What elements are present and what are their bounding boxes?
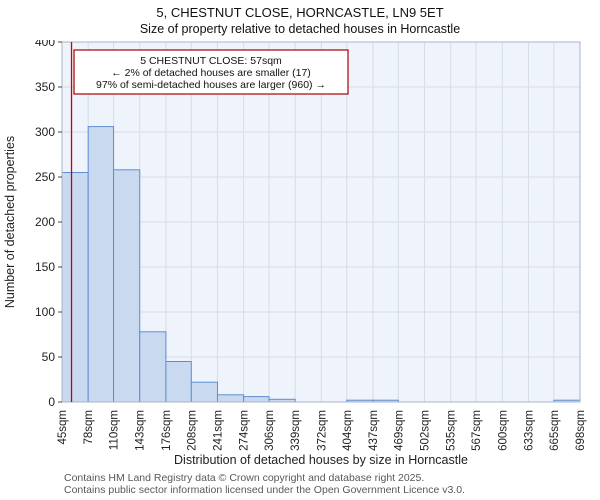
ytick-label: 400 <box>35 40 55 49</box>
ytick-label: 350 <box>35 80 55 94</box>
xtick-label: 633sqm <box>523 410 535 451</box>
bar <box>87 126 115 403</box>
bar <box>243 396 270 403</box>
xtick-label: 600sqm <box>497 410 509 451</box>
xtick-label: 698sqm <box>575 410 587 451</box>
xtick-label: 437sqm <box>368 410 380 451</box>
annotation-box <box>73 49 349 95</box>
bar <box>190 381 218 403</box>
x-axis-label: Distribution of detached houses by size … <box>174 453 468 467</box>
ytick-label: 100 <box>35 305 55 319</box>
ytick-label: 250 <box>35 170 55 184</box>
ytick-label: 150 <box>35 260 55 274</box>
ytick-label: 200 <box>35 215 55 229</box>
bar <box>61 172 89 403</box>
footer-attribution-1: Contains HM Land Registry data © Crown c… <box>64 472 425 484</box>
chart-subtitle: Size of property relative to detached ho… <box>139 22 461 36</box>
xtick-label: 535sqm <box>446 410 458 451</box>
chart-header: 5, CHESTNUT CLOSE, HORNCASTLE, LN9 5ET S… <box>0 4 600 37</box>
xtick-label: 110sqm <box>109 410 121 450</box>
bar <box>139 331 167 403</box>
xtick-label: 502sqm <box>420 410 432 451</box>
chart-title: 5, CHESTNUT CLOSE, HORNCASTLE, LN9 5ET <box>156 5 444 20</box>
xtick-label: 241sqm <box>212 410 224 451</box>
xtick-label: 143sqm <box>135 410 147 451</box>
xtick-label: 176sqm <box>161 410 173 451</box>
bar <box>113 169 141 403</box>
xtick-label: 469sqm <box>393 410 405 451</box>
xtick-label: 404sqm <box>342 410 354 451</box>
xtick-label: 306sqm <box>264 410 276 451</box>
xtick-label: 208sqm <box>186 410 198 451</box>
y-axis-label: Number of detached properties <box>3 136 17 308</box>
histogram: 0 50 100 150 200 250 300 350 400 45sqm 78sqm 110sqm… <box>3 40 587 467</box>
xtick-label: 372sqm <box>316 410 328 451</box>
xtick-label: 339sqm <box>290 410 302 451</box>
ytick-label: 0 <box>48 395 55 409</box>
xtick-label: 665sqm <box>549 410 561 451</box>
annotation-line: 5 CHESTNUT CLOSE: 57sqm <box>140 55 282 67</box>
bar <box>165 361 192 403</box>
annotation-line: 97% of semi-detached houses are larger (… <box>96 79 326 91</box>
ytick-label: 50 <box>42 350 56 364</box>
xtick-label: 274sqm <box>239 410 251 451</box>
xtick-label: 78sqm <box>83 410 95 445</box>
ytick-label: 300 <box>35 125 55 139</box>
annotation-line: ← 2% of detached houses are smaller (17) <box>111 67 311 79</box>
footer-attribution-2: Contains public sector information licen… <box>64 484 465 496</box>
xtick-label: 45sqm <box>57 410 69 445</box>
bar <box>216 394 245 403</box>
xtick-label: 567sqm <box>471 410 483 451</box>
